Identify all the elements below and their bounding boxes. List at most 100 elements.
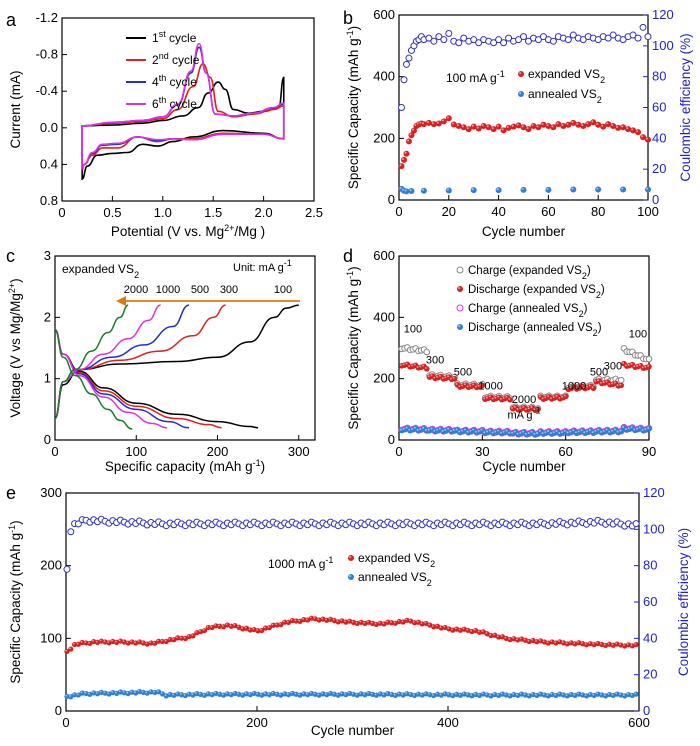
capacity-point-highlight	[634, 692, 637, 695]
capacity-point-highlight	[84, 641, 87, 644]
panel-e-y2tick-label: 20	[643, 667, 657, 682]
text-fragment: 1	[152, 31, 159, 45]
capacity-point	[420, 187, 427, 194]
capacity-point-highlight	[179, 636, 182, 639]
panel-e-y2tick-label: 60	[643, 594, 657, 609]
rate-point-highlight	[602, 429, 605, 432]
text-fragment: mA g	[507, 410, 532, 422]
panel-d-ytick-label: 200	[373, 371, 395, 386]
capacity-point-highlight	[283, 620, 285, 623]
rate-label: 300	[220, 284, 238, 296]
rate-point-highlight	[561, 395, 564, 398]
rate-point-highlight	[441, 429, 444, 432]
capacity-point-highlight	[210, 625, 213, 628]
rate-arrow-head	[116, 296, 126, 306]
rate-point-highlight	[480, 383, 483, 386]
capacity-point-highlight	[240, 693, 243, 696]
panel-a-frame	[61, 17, 315, 202]
text-fragment: -1	[284, 258, 292, 268]
panel-e-xtick-label: 0	[62, 715, 69, 730]
capacity-point-highlight	[367, 691, 369, 694]
capacity-point-highlight	[191, 634, 194, 637]
capacity-point-highlight	[168, 692, 171, 695]
panel-a-ytick-label: -1.2	[36, 10, 58, 25]
capacity-point-highlight	[565, 642, 568, 645]
panel-label: c	[6, 246, 15, 266]
rate-point-highlight	[616, 430, 619, 433]
capacity-point-highlight	[195, 631, 197, 633]
rate-point-highlight	[586, 385, 589, 388]
rate-point-highlight	[611, 429, 614, 432]
capacity-point-highlight	[526, 127, 529, 130]
rate-point-highlight	[399, 363, 402, 366]
capacity-point-highlight	[321, 692, 324, 694]
legend-marker-highlight	[458, 325, 461, 328]
capacity-point-highlight	[424, 621, 427, 624]
capacity-point-highlight	[137, 689, 140, 692]
rate-annotation: 300	[426, 354, 444, 366]
capacity-point-highlight	[397, 692, 400, 695]
capacity-point-highlight	[321, 617, 324, 620]
capacity-point-highlight	[558, 640, 560, 642]
capacity-point-highlight	[580, 693, 583, 696]
capacity-point-highlight	[591, 120, 594, 123]
capacity-point-highlight	[141, 641, 144, 644]
capacity-point-highlight	[118, 690, 121, 693]
capacity-point-highlight	[615, 642, 618, 645]
rate-point-highlight	[422, 426, 425, 429]
legend-entry: 1st cycle	[152, 29, 197, 45]
capacity-point-highlight	[471, 188, 474, 191]
capacity-point-highlight	[542, 640, 545, 643]
capacity-point-highlight	[476, 126, 479, 129]
capacity-point-highlight	[535, 693, 537, 696]
legend-marker	[518, 71, 524, 77]
capacity-point-highlight	[183, 693, 186, 696]
capacity-point-highlight	[481, 630, 484, 633]
text-fragment: )	[8, 278, 23, 283]
capacity-point-highlight	[436, 121, 439, 124]
legend-marker	[457, 324, 463, 330]
ce-point	[515, 36, 523, 44]
panel-b-y2tick-label: 40	[652, 130, 666, 145]
capacity-point-highlight	[145, 691, 148, 694]
text-fragment: Specific capacity (mAh g	[105, 459, 253, 474]
text-fragment: -1	[345, 271, 355, 279]
capacity-point	[470, 187, 477, 194]
rate-point-highlight	[458, 385, 461, 388]
capacity-point-highlight	[569, 641, 572, 643]
panel-e-ytick-label: 0	[55, 703, 62, 718]
text-fragment: -1	[253, 458, 261, 468]
rate-point-highlight	[622, 361, 625, 364]
capacity-point	[403, 150, 410, 157]
capacity-point-highlight	[328, 617, 331, 620]
panel-a-xtick-label: 0	[58, 205, 65, 220]
rate-point-highlight	[461, 429, 464, 432]
capacity-point-highlight	[359, 620, 362, 623]
capacity-point-highlight	[271, 623, 274, 626]
capacity-point-highlight	[416, 620, 419, 623]
capacity-point-highlight	[619, 643, 621, 646]
rate-annotation: 500	[454, 367, 472, 379]
capacity-point-highlight	[626, 127, 629, 130]
capacity-point-highlight	[446, 116, 449, 119]
capacity-point-highlight	[256, 692, 259, 695]
capacity-point-highlight	[412, 621, 415, 623]
capacity-point-highlight	[523, 638, 526, 641]
capacity-point-highlight	[622, 644, 625, 647]
capacity-point-highlight	[183, 636, 186, 639]
capacity-point-highlight	[198, 692, 201, 695]
rate-point-highlight	[405, 426, 408, 429]
capacity-point-highlight	[118, 639, 121, 642]
panel-c-xtick-label: 200	[207, 444, 229, 459]
text-fragment: )	[584, 303, 588, 315]
capacity-point-highlight	[92, 691, 94, 694]
ce-point	[495, 36, 503, 44]
rate-point	[562, 393, 569, 400]
rate-point-highlight	[430, 374, 433, 377]
capacity-point-highlight	[340, 692, 343, 694]
rate-annotation: 300	[604, 360, 622, 372]
capacity-point-highlight	[399, 164, 402, 167]
rate-point	[617, 376, 625, 384]
capacity-point-highlight	[252, 627, 255, 630]
capacity-point-highlight	[107, 641, 110, 643]
